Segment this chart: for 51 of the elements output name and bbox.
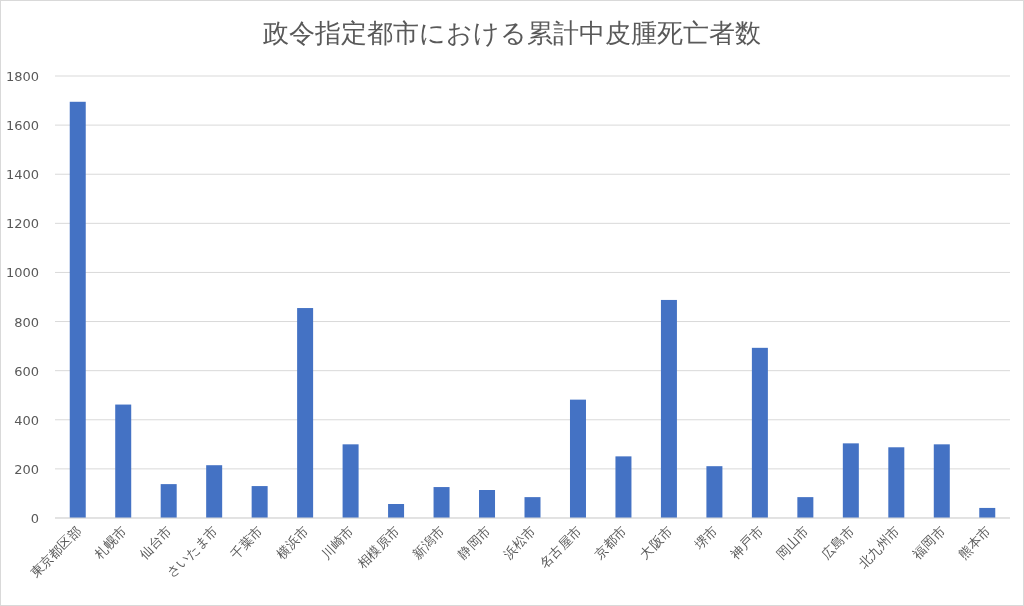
bar [933,444,950,518]
x-tick-label: 京都市 [591,523,630,562]
bar [69,101,86,518]
bar [751,347,768,518]
y-tick-label: 400 [14,412,39,428]
bar [660,299,677,518]
x-tick-label: 堺市 [690,523,721,554]
bar [160,484,177,518]
x-tick-label: 大阪市 [636,523,676,562]
bar [842,443,859,518]
x-tick-label: 熊本市 [955,523,994,562]
bar [888,447,905,518]
bar [797,497,814,518]
bar [251,486,268,518]
bar [524,497,541,518]
x-tick-label: 岡山市 [773,523,812,562]
bar [569,399,586,518]
x-tick-label: 仙台市 [136,523,175,562]
y-tick-label: 1400 [5,167,39,183]
chart-title: 政令指定都市における累計中皮腫死亡者数 [263,18,761,48]
bar [342,444,359,518]
x-tick-label: 相模原市 [354,523,403,571]
bar [297,308,314,518]
x-tick-label: 名古屋市 [536,523,585,571]
y-tick-label: 1200 [5,216,39,232]
x-tick-label: 広島市 [818,523,857,562]
x-tick-label: 福岡市 [909,523,948,562]
y-tick-label: 1600 [5,118,39,134]
x-tick-label: 北九州市 [855,523,903,571]
bar [206,465,223,518]
y-tick-label: 200 [14,461,39,477]
y-tick-label: 1000 [5,265,39,281]
x-tick-label: 千葉市 [227,523,266,562]
y-tick-label: 0 [30,511,39,526]
bar [479,490,496,518]
x-tick-label: 静岡市 [454,523,494,562]
x-tick-label: 浜松市 [500,523,539,562]
bar [615,456,632,518]
bar [388,504,405,518]
x-tick-label: 東京都区部 [27,523,84,581]
bar [706,466,723,518]
x-tick-label: 横浜市 [273,523,312,562]
y-tick-label: 1800 [5,69,39,84]
x-tick-label: 新潟市 [409,523,448,562]
bar [433,487,450,518]
x-tick-label: 川崎市 [318,523,357,562]
bar [115,404,132,518]
x-tick-label: 神戸市 [727,523,766,562]
x-tick-label: 札幌市 [91,523,130,562]
y-tick-label: 600 [14,363,39,379]
y-tick-label: 800 [14,314,39,330]
